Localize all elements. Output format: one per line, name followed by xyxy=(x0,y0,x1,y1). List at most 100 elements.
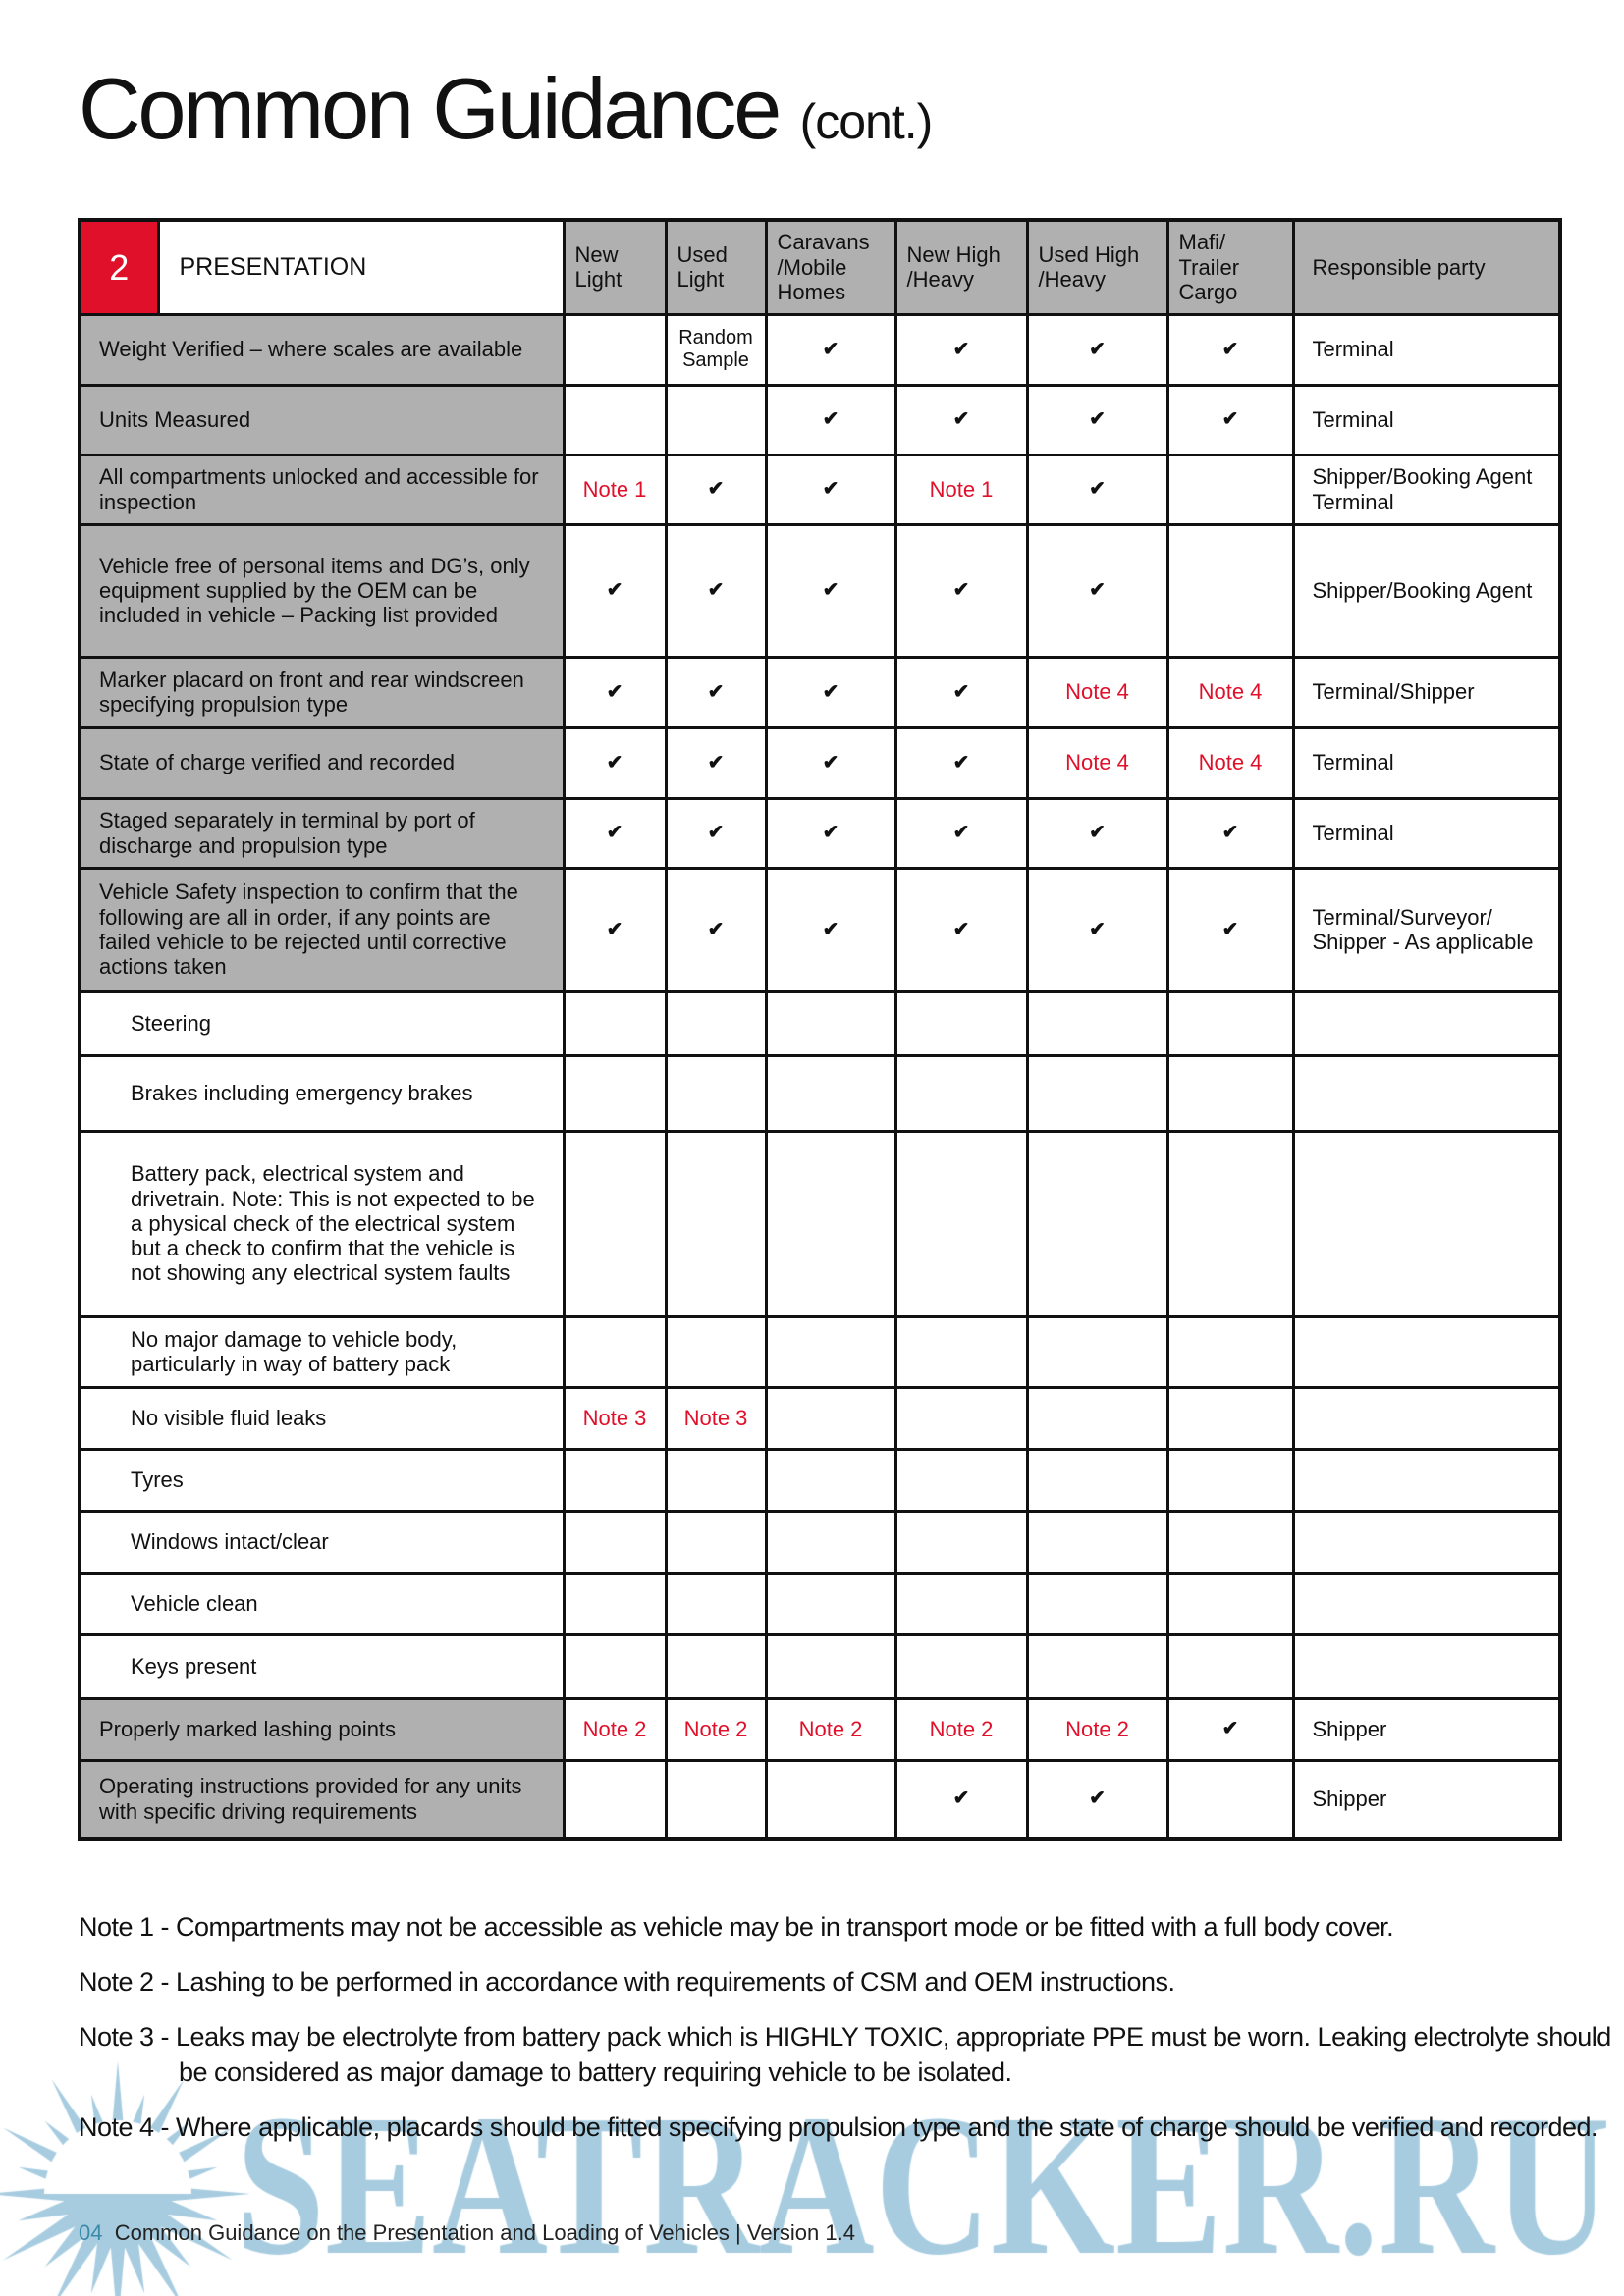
cell xyxy=(764,1758,897,1841)
row-label: Vehicle clean xyxy=(78,1571,566,1636)
checkmark-icon: ✔ xyxy=(664,725,768,800)
responsible-party xyxy=(1291,1447,1562,1513)
cell xyxy=(664,1053,768,1133)
cell xyxy=(1165,989,1295,1057)
table-row: Staged separately in terminal by port of… xyxy=(78,796,1562,870)
responsible-party xyxy=(1291,989,1562,1057)
note-ref: Note 3 xyxy=(664,1385,768,1451)
responsible-party: Shipper xyxy=(1291,1696,1562,1762)
cell xyxy=(764,1632,897,1700)
page-number: 04 xyxy=(79,2220,103,2245)
title-main: Common Guidance xyxy=(79,60,782,157)
checkmark-icon: ✔ xyxy=(1025,796,1169,870)
cell xyxy=(562,989,668,1057)
responsible-party xyxy=(1291,1632,1562,1700)
responsible-party: Terminal/Shipper xyxy=(1291,655,1562,729)
row-label: Vehicle free of personal items and DG’s,… xyxy=(78,522,566,659)
note: Note 1 - Compartments may not be accessi… xyxy=(79,1912,1394,1942)
col-header: Caravans /Mobile Homes xyxy=(764,218,897,316)
col-header: Mafi/ Trailer Cargo xyxy=(1165,218,1295,316)
checkmark-icon: ✔ xyxy=(562,796,668,870)
note-ref: Note 4 xyxy=(1165,725,1295,800)
row-label: Brakes including emergency brakes xyxy=(78,1053,566,1133)
note-ref: Note 1 xyxy=(893,453,1029,526)
checkmark-icon: ✔ xyxy=(1025,1758,1169,1841)
cell xyxy=(664,989,768,1057)
cell xyxy=(562,1632,668,1700)
col-header: New High /Heavy xyxy=(893,218,1029,316)
table-row: Steering xyxy=(78,989,1562,1057)
checkmark-icon: ✔ xyxy=(764,796,897,870)
table-row: Tyres xyxy=(78,1447,1562,1513)
checkmark-icon: ✔ xyxy=(893,522,1029,659)
cell xyxy=(664,1758,768,1841)
responsible-party: Terminal xyxy=(1291,796,1562,870)
table-row: Vehicle clean xyxy=(78,1571,1562,1636)
cell xyxy=(1165,1758,1295,1841)
checkmark-icon: ✔ xyxy=(562,866,668,993)
footer-text: Common Guidance on the Presentation and … xyxy=(114,2220,855,2245)
table-row: Vehicle Safety inspection to confirm tha… xyxy=(78,866,1562,993)
checkmark-icon: ✔ xyxy=(562,725,668,800)
row-label: Weight Verified – where scales are avail… xyxy=(78,312,566,387)
cell xyxy=(893,1053,1029,1133)
cell xyxy=(664,1447,768,1513)
table-header: 2 PRESENTATION New Light Used Light Cara… xyxy=(78,218,1562,316)
row-label: Units Measured xyxy=(78,383,566,456)
row-label: No major damage to vehicle body, particu… xyxy=(78,1314,566,1389)
cell xyxy=(1025,989,1169,1057)
table-row: Brakes including emergency brakes xyxy=(78,1053,1562,1133)
cell xyxy=(1165,1509,1295,1575)
checkmark-icon: ✔ xyxy=(764,725,897,800)
cell xyxy=(764,989,897,1057)
checkmark-icon: ✔ xyxy=(893,383,1029,456)
responsible-party xyxy=(1291,1053,1562,1133)
table-row: Units Measured ✔ ✔ ✔ ✔ Terminal xyxy=(78,383,1562,456)
checkmark-icon: ✔ xyxy=(893,312,1029,387)
cell xyxy=(893,1314,1029,1389)
checkmark-icon: ✔ xyxy=(764,383,897,456)
checkmark-icon: ✔ xyxy=(562,655,668,729)
cell xyxy=(1025,1447,1169,1513)
title-suffix: (cont.) xyxy=(799,94,934,149)
cell xyxy=(893,989,1029,1057)
cell xyxy=(1165,1571,1295,1636)
checkmark-icon: ✔ xyxy=(664,866,768,993)
responsible-party: Shipper/Booking Agent xyxy=(1291,522,1562,659)
checkmark-icon: ✔ xyxy=(1165,1696,1295,1762)
cell xyxy=(764,1385,897,1451)
cell xyxy=(562,312,668,387)
responsible-party xyxy=(1291,1385,1562,1451)
section-number: 2 xyxy=(78,218,160,316)
cell xyxy=(562,1129,668,1318)
responsible-party: Terminal xyxy=(1291,725,1562,800)
responsible-party: Terminal/Surveyor/ Shipper - As applicab… xyxy=(1291,866,1562,993)
cell xyxy=(1165,1314,1295,1389)
row-label: Keys present xyxy=(78,1632,566,1700)
responsible-party xyxy=(1291,1129,1562,1318)
cell xyxy=(893,1571,1029,1636)
note-ref: Note 2 xyxy=(562,1696,668,1762)
checkmark-icon: ✔ xyxy=(893,796,1029,870)
cell xyxy=(664,1509,768,1575)
row-label: Properly marked lashing points xyxy=(78,1696,566,1762)
cell xyxy=(764,1314,897,1389)
cell xyxy=(664,1129,768,1318)
cell xyxy=(562,383,668,456)
cell xyxy=(664,1571,768,1636)
row-label: Steering xyxy=(78,989,566,1057)
cell xyxy=(1165,1632,1295,1700)
row-label: Marker placard on front and rear windscr… xyxy=(78,655,566,729)
checkmark-icon: ✔ xyxy=(764,312,897,387)
cell xyxy=(893,1447,1029,1513)
row-label: Battery pack, electrical system and driv… xyxy=(78,1129,566,1318)
cell xyxy=(1025,1129,1169,1318)
checkmark-icon: ✔ xyxy=(764,522,897,659)
responsible-party xyxy=(1291,1314,1562,1389)
checkmark-icon: ✔ xyxy=(893,1758,1029,1841)
checkmark-icon: ✔ xyxy=(893,725,1029,800)
cell xyxy=(764,1509,897,1575)
cell xyxy=(1165,1447,1295,1513)
cell xyxy=(1025,1385,1169,1451)
cell: Random Sample xyxy=(664,312,768,387)
